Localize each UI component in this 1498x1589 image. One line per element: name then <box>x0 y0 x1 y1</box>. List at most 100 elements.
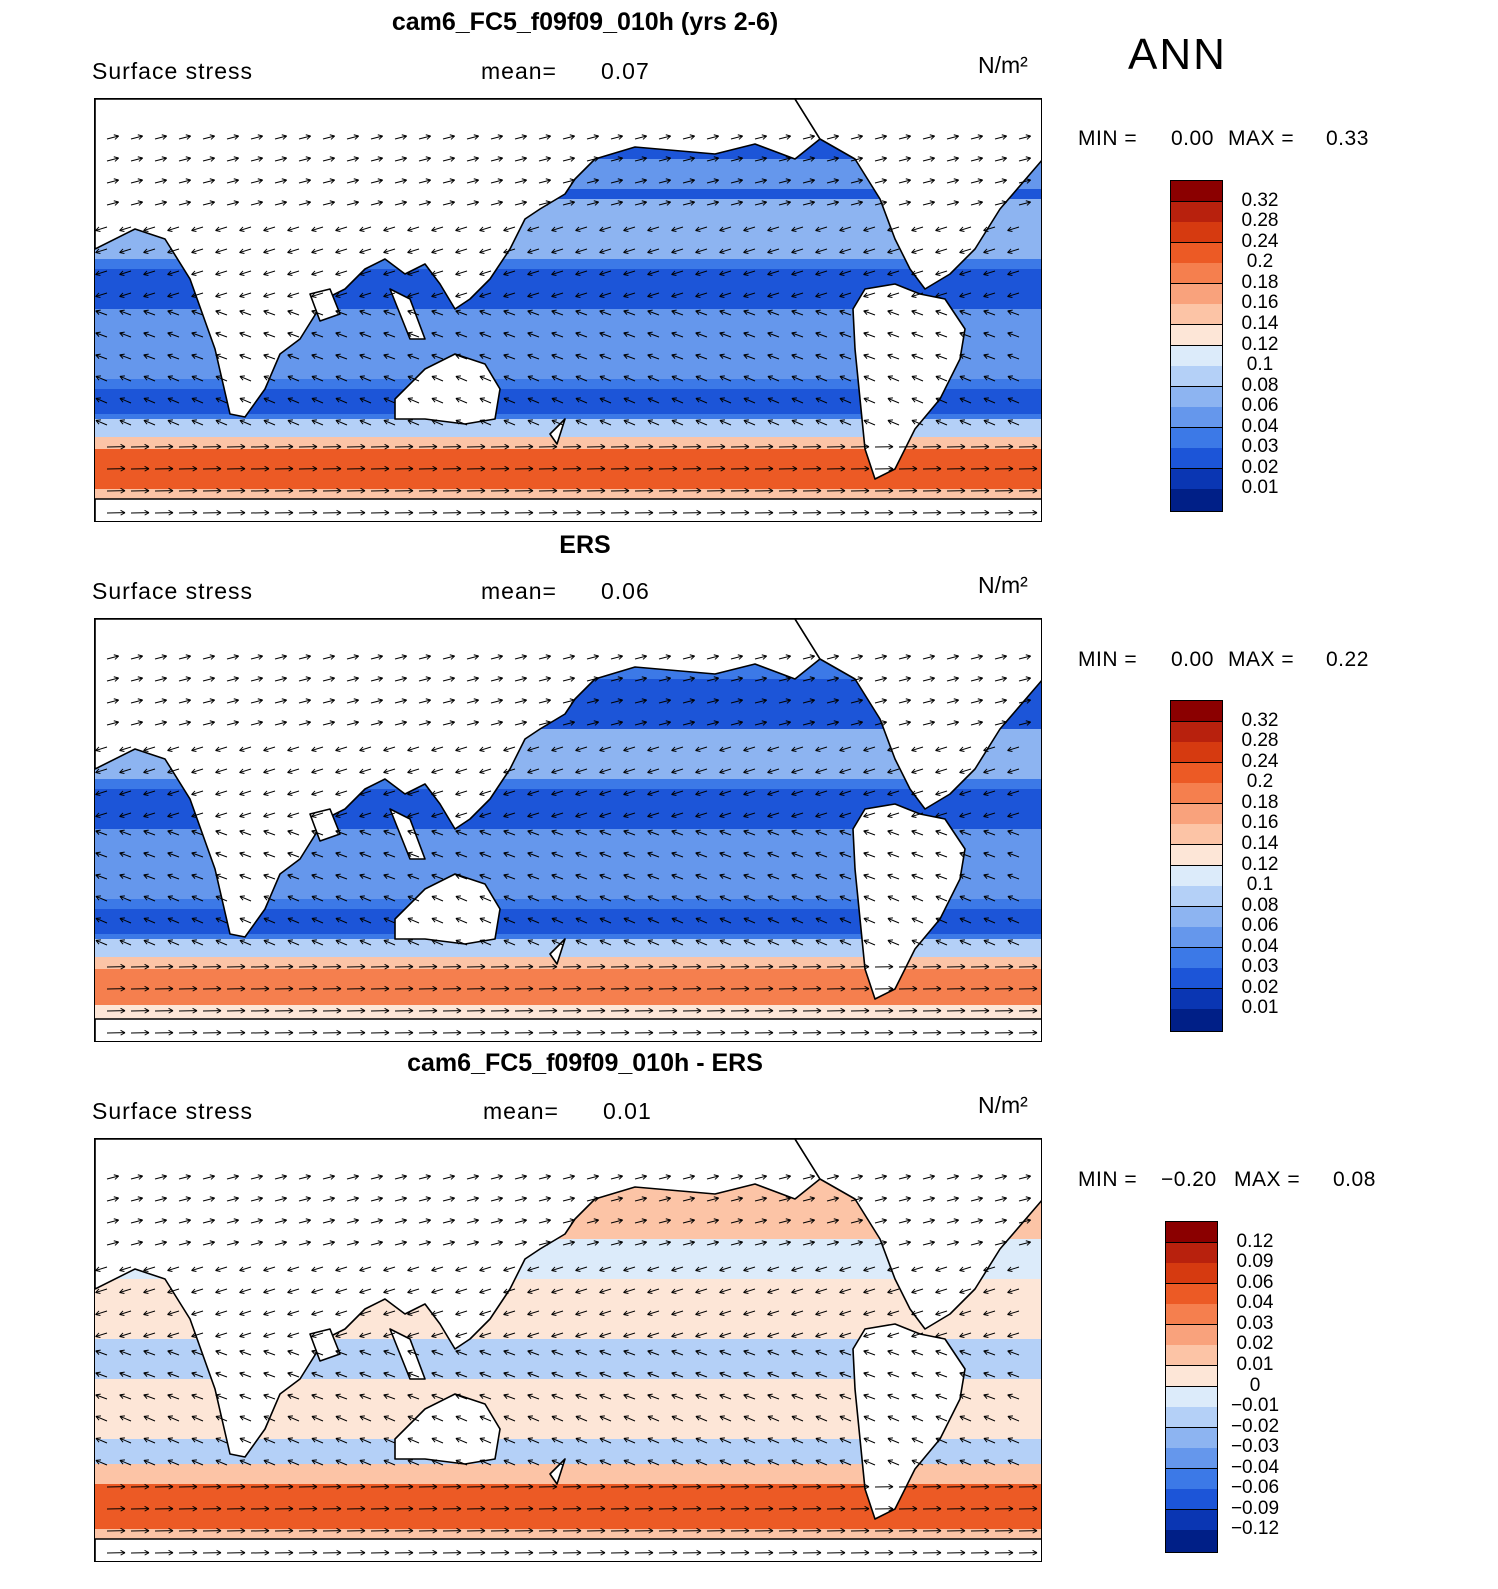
wind-stress-arrow <box>839 768 852 775</box>
wind-stress-arrow <box>586 134 599 140</box>
wind-stress-arrow <box>887 1288 900 1295</box>
wind-stress-arrow <box>322 676 335 682</box>
wind-stress-arrow <box>239 1288 252 1295</box>
wind-stress-arrow <box>610 676 623 682</box>
wind-stress-arrow <box>850 963 870 970</box>
wind-stress-arrow <box>994 509 1014 516</box>
wind-stress-arrow <box>106 156 119 162</box>
wind-stress-arrow <box>143 895 156 902</box>
panel-3-colorbar <box>1165 1221 1218 1553</box>
wind-stress-arrow <box>130 443 150 450</box>
wind-stress-arrow <box>191 270 204 277</box>
colorbar-level-label: 0 <box>1249 1374 1261 1396</box>
wind-stress-arrow <box>970 178 983 184</box>
wind-stress-arrow <box>95 248 108 255</box>
wind-stress-arrow <box>95 1371 108 1378</box>
wind-stress-arrow <box>466 156 479 162</box>
wind-stress-arrow <box>298 134 311 140</box>
wind-stress-arrow <box>226 1196 239 1202</box>
wind-stress-arrow <box>274 178 287 184</box>
wind-stress-arrow <box>191 292 204 299</box>
wind-stress-arrow <box>370 156 383 162</box>
colorbar-level-label: 0.01 <box>1241 997 1279 1019</box>
wind-stress-arrow <box>143 1437 156 1444</box>
wind-stress-arrow <box>826 1174 839 1180</box>
wind-stress-arrow <box>311 851 324 858</box>
wind-stress-arrow <box>490 720 503 726</box>
wind-stress-arrow <box>346 676 359 682</box>
wind-stress-arrow <box>767 829 780 836</box>
wind-stress-arrow <box>551 829 564 836</box>
wind-stress-arrow <box>671 768 684 775</box>
wind-stress-arrow <box>263 917 276 924</box>
wind-stress-arrow <box>970 509 990 516</box>
wind-stress-arrow <box>994 178 1007 184</box>
wind-stress-arrow <box>599 1459 612 1466</box>
wind-stress-arrow <box>178 985 198 992</box>
wind-stress-arrow <box>970 487 990 494</box>
wind-stress-arrow <box>202 487 222 494</box>
wind-stress-arrow <box>479 1371 492 1378</box>
wind-stress-arrow <box>394 1240 407 1246</box>
wind-stress-arrow <box>850 985 870 992</box>
wind-stress-arrow <box>394 178 407 184</box>
wind-stress-arrow <box>239 1393 252 1400</box>
wind-stress-arrow <box>274 720 287 726</box>
wind-stress-arrow <box>743 1415 756 1422</box>
wind-stress-arrow <box>983 419 996 426</box>
wind-stress-arrow <box>250 509 270 516</box>
wind-stress-arrow <box>394 1029 414 1036</box>
wind-stress-arrow <box>455 1393 468 1400</box>
wind-stress-arrow <box>394 720 407 726</box>
wind-stress-arrow <box>898 1007 918 1014</box>
wind-stress-arrow <box>466 985 486 992</box>
colorbar-level-label: 0.06 <box>1236 1271 1274 1293</box>
wind-stress-arrow <box>418 1174 431 1180</box>
wind-stress-arrow <box>119 1349 132 1356</box>
wind-stress-arrow <box>298 178 311 184</box>
wind-stress-arrow <box>730 156 743 162</box>
wind-stress-arrow <box>671 1459 684 1466</box>
wind-stress-arrow <box>119 1393 132 1400</box>
wind-stress-arrow <box>503 419 516 426</box>
wind-stress-arrow <box>863 1310 876 1317</box>
wind-stress-arrow <box>383 353 396 360</box>
wind-stress-arrow <box>274 1218 287 1224</box>
wind-stress-arrow <box>455 1371 468 1378</box>
wind-stress-arrow <box>730 1196 743 1202</box>
wind-stress-arrow <box>263 1459 276 1466</box>
wind-stress-arrow <box>226 200 239 206</box>
wind-stress-arrow <box>370 134 383 140</box>
wind-stress-arrow <box>383 829 396 836</box>
wind-stress-arrow <box>911 873 924 880</box>
wind-stress-arrow <box>130 465 150 472</box>
wind-stress-arrow <box>322 156 335 162</box>
wind-stress-arrow <box>143 873 156 880</box>
wind-stress-arrow <box>466 465 486 472</box>
wind-stress-arrow <box>154 443 174 450</box>
wind-stress-arrow <box>431 1332 444 1339</box>
wind-stress-arrow <box>143 309 156 316</box>
wind-stress-arrow <box>754 1007 774 1014</box>
wind-stress-arrow <box>466 720 479 726</box>
wind-stress-arrow <box>874 134 887 140</box>
colorbar-level-label: 0.02 <box>1241 456 1279 478</box>
wind-stress-arrow <box>154 1527 174 1534</box>
wind-stress-arrow <box>599 1288 612 1295</box>
colorbar-level-label: 0.12 <box>1241 853 1279 875</box>
wind-stress-arrow <box>647 397 660 404</box>
wind-stress-arrow <box>250 1174 263 1180</box>
wind-stress-arrow <box>682 465 702 472</box>
wind-stress-arrow <box>874 178 887 184</box>
wind-stress-arrow <box>911 790 924 797</box>
wind-stress-arrow <box>143 1415 156 1422</box>
wind-stress-arrow <box>298 487 318 494</box>
wind-stress-arrow <box>863 292 876 299</box>
wind-stress-arrow <box>695 746 708 753</box>
wind-stress-arrow <box>850 200 863 206</box>
wind-stress-arrow <box>527 375 540 382</box>
wind-stress-arrow <box>599 1310 612 1317</box>
wind-stress-arrow <box>346 443 366 450</box>
colorbar-level-label: 0.08 <box>1241 374 1279 396</box>
wind-stress-arrow <box>994 676 1007 682</box>
